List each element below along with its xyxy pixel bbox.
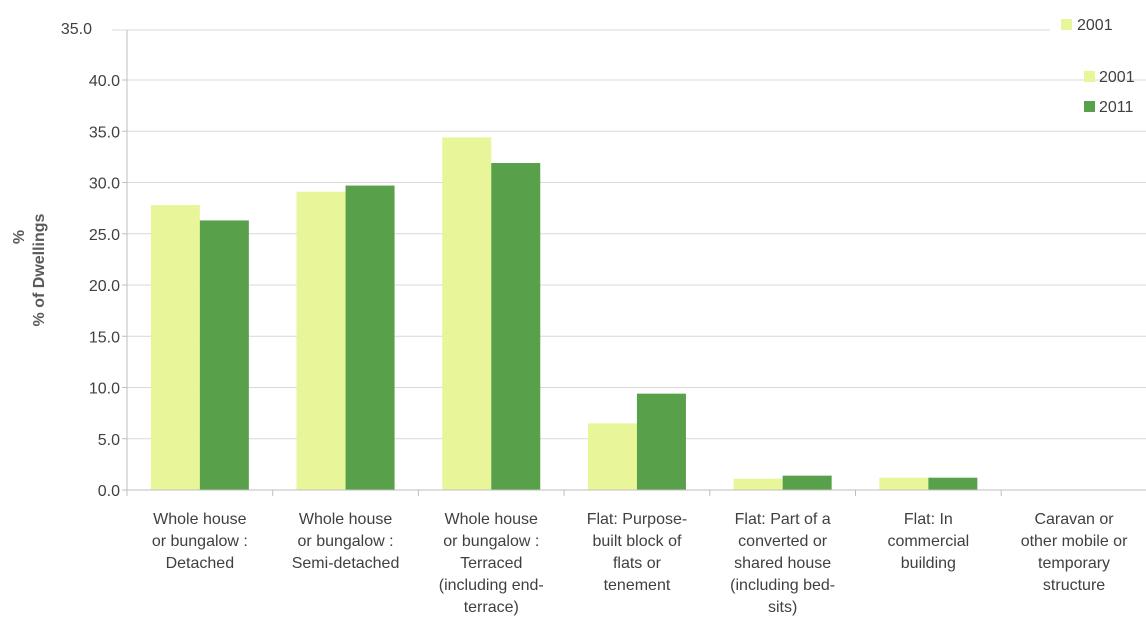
y-axis: 0.0 5.0 10.0 15.0 20.0 25.0 30.0 35.0 40.0 (89, 30, 128, 500)
x-category-label-line: tenement (604, 577, 671, 594)
bar-2011-3 (491, 163, 541, 490)
legend-label-2011: 2011 (1099, 99, 1134, 116)
bar-2011-5 (782, 475, 832, 490)
x-category-label-line: building (901, 555, 956, 572)
legend-swatch-2001 (1084, 71, 1095, 82)
y-axis-title: % of Dwellings (31, 213, 48, 326)
x-category-label-line: Whole house (299, 511, 392, 528)
bar-2011-1 (199, 220, 249, 491)
bar-2001-6 (879, 477, 929, 490)
x-category-label-line: Detached (166, 555, 235, 572)
y-tick-label: 15.0 (89, 329, 120, 346)
y-tick-label: 20.0 (89, 278, 120, 295)
x-category-label-line: Caravan or (1034, 511, 1114, 528)
legend-swatch-2011 (1084, 101, 1095, 112)
x-category-label-line: (including end- (439, 577, 544, 594)
x-category-label-line: temporary (1038, 555, 1110, 572)
bar-2001-4 (587, 423, 637, 490)
x-category-label: Whole house or bungalow : Detached (152, 511, 248, 572)
x-category-label: Flat: In commercial building (887, 511, 969, 572)
x-category-label: Flat: Purpose-built block of flats or tene… (587, 511, 687, 594)
bar-2001-3 (442, 137, 492, 490)
y-tick-label: 35.0 (89, 124, 120, 141)
bar-2001-1 (150, 205, 200, 491)
x-category-label-line: shared house (734, 555, 831, 572)
x-category-label-line: Flat: Purpose- (587, 511, 687, 528)
x-category-label-line: Flat: In (904, 511, 953, 528)
x-category-label-line: Semi-detached (292, 555, 400, 572)
x-category-label-line: Whole house (153, 511, 246, 528)
x-category-label-line: commercial (887, 533, 969, 550)
x-category-label-line: Terraced (460, 555, 522, 572)
x-category-label-line: sits) (768, 599, 797, 616)
bar-2001-2 (296, 191, 346, 490)
legend: 2001 2011 (1084, 69, 1135, 116)
bar-2011-4 (636, 393, 686, 490)
x-category-label-line: built block of (592, 533, 681, 550)
x-category-label: Caravan or other mobile or temporary struct… (1021, 511, 1128, 594)
gridlines (112, 29, 1146, 491)
bars (150, 137, 978, 491)
top-legend-label: 2001 (1077, 17, 1113, 34)
bar-2011-2 (345, 185, 395, 490)
legend-label-2001: 2001 (1099, 69, 1135, 86)
x-category-label: Whole house or bungalow : Semi-detached (292, 511, 400, 572)
bar-2001-5 (733, 478, 783, 490)
y-tick-label: 0.0 (98, 483, 120, 500)
x-category-label-line: or bungalow : (443, 533, 539, 550)
x-category-label-line: Flat: Part of a (735, 511, 831, 528)
y-tick-label: 25.0 (89, 227, 120, 244)
x-category-label: Flat: Part of a converted or shared house (… (730, 511, 835, 616)
x-category-label-line: or bungalow : (152, 533, 248, 550)
x-category-label-line: terrace) (464, 599, 519, 616)
bar-2011-6 (928, 477, 978, 490)
y-axis-title-prefix: % (11, 230, 28, 244)
x-category-label: Whole house or bungalow : Terraced (includi… (439, 511, 544, 616)
y-tick-label: 40.0 (89, 73, 120, 90)
x-category-label-line: (including bed- (730, 577, 835, 594)
y-tick-label: 30.0 (89, 176, 120, 193)
top-legend: 2001 (1061, 17, 1113, 34)
top-tick-label: 35.0 (61, 21, 92, 38)
x-category-label-line: flats or (613, 555, 662, 572)
x-category-label-line: Whole house (445, 511, 538, 528)
top-legend-swatch (1061, 19, 1072, 30)
y-tick-label: 5.0 (98, 432, 120, 449)
x-category-label-line: converted or (738, 533, 828, 550)
x-category-label-line: other mobile or (1021, 533, 1128, 550)
x-category-label-line: structure (1043, 577, 1105, 594)
x-category-label-line: or bungalow : (298, 533, 394, 550)
y-tick-label: 10.0 (89, 381, 120, 398)
